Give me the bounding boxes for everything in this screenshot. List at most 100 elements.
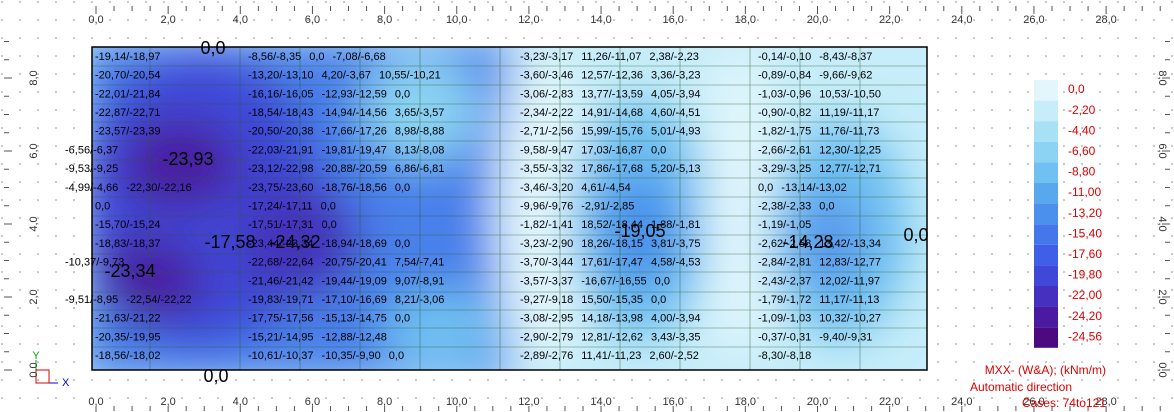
peak-label: -23,93 [162, 149, 213, 169]
value-label: 8,98/-8,88 [395, 126, 445, 138]
value-label: -8,30/-8,18 [758, 350, 811, 362]
value-label: -2,89/-2,76 [520, 350, 573, 362]
value-label: -9,53/-9,25 [65, 163, 118, 175]
legend-label: 0,0 [1068, 82, 1085, 96]
value-label: 15,99/-15,76 [581, 126, 643, 138]
value-label: 12,02/-11,97 [819, 275, 880, 287]
legend-label: -8,80 [1068, 165, 1096, 179]
legend-swatch [1034, 306, 1058, 328]
value-label: -2,84/-2,81 [758, 257, 811, 269]
value-label: -19,81/-19,47 [321, 144, 386, 156]
ruler-label-bottom: 22,0 [879, 396, 900, 408]
ruler-label-bottom: 14,0 [590, 396, 611, 408]
value-label: 4,58/-4,53 [651, 257, 701, 269]
value-label: -3,46/-3,20 [520, 182, 573, 194]
value-label: 4,00/-3,94 [651, 313, 701, 325]
value-label: -22,54/-22,22 [126, 294, 191, 306]
legend-label: -11,00 [1068, 185, 1101, 199]
ruler-label-left: 2,0 [28, 289, 40, 304]
legend-swatch [1034, 265, 1058, 286]
value-label: 3,65/-3,57 [395, 107, 445, 119]
value-label: 18,52/-18,44 [581, 219, 643, 231]
ruler-label-top: 4,0 [233, 14, 248, 26]
value-label: -2,66/-2,61 [758, 144, 811, 156]
value-label: -8,56/-8,35 [248, 51, 301, 63]
ruler-label-bottom: 4,0 [233, 396, 248, 408]
value-label: 11,19/-11,17 [819, 107, 879, 119]
ruler-label-bottom: 2,0 [161, 396, 176, 408]
ruler-label-left: 8,0 [28, 70, 40, 85]
peak-label: -19,05 [614, 221, 665, 241]
value-label: 10,53/-10,50 [819, 88, 881, 100]
value-label: -21,46/-21,42 [248, 275, 313, 287]
value-label: -15,21/-14,95 [248, 331, 313, 343]
value-label: 1,88/-1,81 [651, 219, 701, 231]
value-label: 0,0 [758, 182, 773, 194]
legend-label: -24,56 [1068, 329, 1102, 343]
value-label: -2,43/-2,37 [758, 275, 811, 287]
value-label: -10,61/-10,37 [248, 350, 313, 362]
value-label: -19,14/-18,97 [95, 51, 160, 63]
legend-swatch [1034, 327, 1058, 348]
value-label: 12,77/-12,71 [819, 163, 881, 175]
axes-icon: YX [32, 350, 70, 389]
value-label: -22,01/-21,84 [95, 88, 160, 100]
value-label: -9,27/-9,18 [520, 294, 573, 306]
value-label: 17,61/-17,47 [581, 257, 643, 269]
legend-label: -2,20 [1068, 103, 1096, 117]
peak-label: -14,28 [782, 232, 833, 252]
value-label: -1,09/-1,03 [758, 313, 811, 325]
value-label: 0,0 [321, 201, 336, 213]
ruler-label-top: 18,0 [735, 14, 756, 26]
value-label: -3,06/-2,83 [520, 88, 573, 100]
value-label: -2,34/-2,22 [520, 107, 573, 119]
value-label: -2,62/-2,58 [758, 238, 811, 250]
ruler-label-top: 6,0 [305, 14, 320, 26]
value-label: -13,20/-13,10 [248, 70, 313, 82]
value-label: 11,41/-11,23 [581, 350, 641, 362]
value-label: 14,91/-14,68 [581, 107, 643, 119]
value-label: -2,71/-2,56 [520, 126, 573, 138]
ruler-label-top: 20,0 [807, 14, 828, 26]
legend-label: -19,80 [1068, 268, 1102, 282]
peak-label: -17,58 [204, 232, 255, 252]
value-label: 6,86/-6,81 [395, 163, 445, 175]
ruler-label-bottom: 26,0 [1023, 396, 1044, 408]
value-label: -20,35/-19,95 [95, 331, 160, 343]
value-label: -9,96/-9,76 [520, 201, 573, 213]
value-label: 0,0 [651, 144, 666, 156]
legend-label: -17,60 [1068, 247, 1102, 261]
value-label: -9,51/-8,95 [65, 294, 118, 306]
value-label: 8,21/-3,06 [395, 294, 445, 306]
value-label: -0,89/-0,84 [758, 70, 811, 82]
value-label: 12,83/-12,77 [819, 257, 881, 269]
value-label: -17,75/-17,56 [248, 313, 313, 325]
value-label: -3,55/-3,32 [520, 163, 573, 175]
legend-swatch [1034, 183, 1058, 204]
peak-label: 0,0 [200, 38, 225, 58]
value-label: 4,20/-3,67 [321, 70, 371, 82]
ruler-label-left: 0,0 [28, 362, 40, 377]
value-label: -8,43/-8,37 [819, 51, 872, 63]
value-label: -22,03/-21,91 [248, 144, 313, 156]
legend-swatch [1034, 100, 1058, 122]
value-label: -18,94/-18,69 [321, 238, 386, 250]
value-label: -20,50/-20,38 [248, 126, 313, 138]
value-label: -1,82/-1,75 [758, 126, 811, 138]
legend-label: -6,60 [1068, 144, 1096, 158]
legend-label: -13,20 [1068, 206, 1102, 220]
value-label: -3,57/-3,37 [520, 275, 573, 287]
value-label: 10,55/-10,21 [379, 70, 441, 82]
value-label: -1,82/-1,41 [520, 219, 573, 231]
ruler-label-top: 28,0 [1095, 14, 1116, 26]
value-label: -15,13/-14,75 [321, 313, 386, 325]
value-label: 0,0 [395, 313, 410, 325]
value-label: -20,75/-20,41 [321, 257, 386, 269]
ruler-label-left: 4,0 [28, 216, 40, 231]
value-label: -23,57/-23,39 [95, 126, 160, 138]
value-label: -18,76/-18,56 [321, 182, 386, 194]
value-label: 11,76/-11,73 [819, 126, 879, 138]
ruler-label-top: 16,0 [662, 14, 683, 26]
value-label: -3,23/-2,90 [520, 238, 573, 250]
ruler-label-bottom: 6,0 [305, 396, 320, 408]
